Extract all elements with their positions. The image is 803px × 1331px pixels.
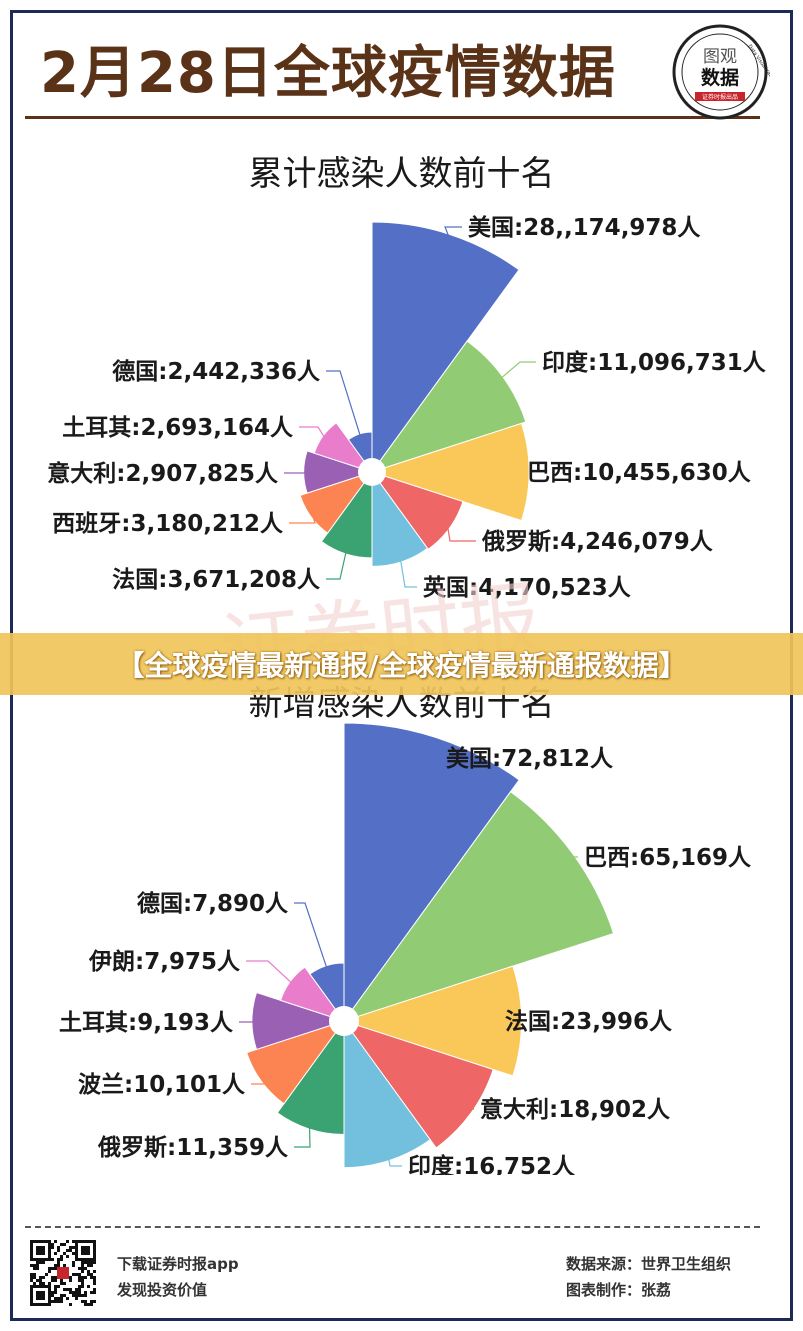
chart2-leader-0 <box>423 739 440 759</box>
chart1-title: 累计感染人数前十名 <box>248 154 555 194</box>
chart2-label-9: 德国:7,890人 <box>137 890 289 917</box>
chart2-label-6: 波兰:10,101人 <box>78 1071 246 1098</box>
logo-band: 证券时报出品 <box>702 93 738 101</box>
logo: 图观 数据 证券时报出品 Data Visualization <box>672 24 770 120</box>
logo-line1: 图观 <box>703 47 737 67</box>
chart1-label-0: 美国:28,,174,978人 <box>468 214 701 241</box>
chart2-leader-4 <box>388 1158 402 1167</box>
chart1-leader-4 <box>399 559 417 588</box>
chart2-leader-1 <box>559 854 578 858</box>
banner-text: 【全球疫情最新通报/全球疫情最新通报数据】 <box>116 649 687 682</box>
chart2-leader-7 <box>239 1020 266 1023</box>
footer-app: 下载证券时报app <box>117 1255 239 1273</box>
chart2-leader-8 <box>246 960 293 984</box>
chart1-slice-2 <box>370 422 530 522</box>
chart1-slice-0 <box>371 221 520 474</box>
headline-banner[interactable]: 【全球疫情最新通报/全球疫情最新通报数据】 <box>0 633 803 695</box>
chart1-leader-1 <box>500 361 536 379</box>
chart1-leader-5 <box>326 551 347 580</box>
chart2-label-0: 美国:72,812人 <box>446 745 614 772</box>
chart1-label-3: 俄罗斯:4,246,079人 <box>481 528 714 555</box>
chart2-label-4: 印度:16,752人 <box>408 1153 576 1175</box>
new-cases-rose-chart: 美国:72,812人巴西:65,169人法国:23,996人意大利:18,902… <box>59 722 752 1175</box>
chart1-leader-3 <box>447 526 476 542</box>
chart2-slice-6 <box>246 1020 346 1105</box>
chart1-leader-8 <box>299 426 325 438</box>
chart2-leader-9 <box>294 902 328 968</box>
page-title: 2月28日全球疫情数据 <box>40 41 616 106</box>
chart1-label-5: 法国:3,671,208人 <box>112 567 321 593</box>
chart1-leader-9 <box>326 370 361 437</box>
qr-code-icon[interactable] <box>30 1240 96 1306</box>
chart1-leader-7 <box>284 471 311 474</box>
chart2-label-5: 俄罗斯:11,359人 <box>97 1134 289 1161</box>
footer-slogan: 发现投资价值 <box>117 1281 208 1299</box>
chart2-leader-6 <box>251 1079 273 1085</box>
chart2-slice-2 <box>342 965 522 1077</box>
chart1-label-7: 意大利:2,907,825人 <box>47 460 279 487</box>
chart2-slice-1 <box>342 791 615 1022</box>
chart1-slice-3 <box>370 471 464 551</box>
chart2-center-hole <box>329 1006 359 1036</box>
chart1-leader-0 <box>444 226 462 237</box>
logo-line2: 数据 <box>701 66 739 89</box>
chart2-label-8: 伊朗:7,975人 <box>88 948 241 975</box>
chart1-center-hole <box>358 458 386 486</box>
chart2-slice-7 <box>251 991 346 1051</box>
chart1-slice-6 <box>299 471 374 534</box>
chart1-label-6: 西班牙:3,180,212人 <box>52 511 284 537</box>
chart2-label-3: 意大利:18,902人 <box>480 1096 671 1123</box>
footer-source: 数据来源：世界卫生组织 <box>566 1255 732 1273</box>
chart2-slice-5 <box>276 1019 345 1135</box>
chart1-slice-8 <box>313 422 374 473</box>
chart1-label-1: 印度:11,096,731人 <box>542 349 767 376</box>
chart1-leader-6 <box>289 515 316 524</box>
chart2-slice-0 <box>343 722 520 1023</box>
title-divider <box>25 116 760 119</box>
chart2-slice-3 <box>342 1020 494 1149</box>
chart2-label-1: 巴西:65,169人 <box>584 845 752 871</box>
footer-divider <box>25 1226 760 1228</box>
chart1-label-2: 巴西:10,455,630人 <box>527 460 752 486</box>
chart1-slice-7 <box>303 450 374 494</box>
chart2-label-7: 土耳其:9,193人 <box>59 1010 234 1036</box>
footer-author: 图表制作：张荔 <box>566 1281 672 1299</box>
cumulative-rose-chart: 美国:28,,174,978人印度:11,096,731人巴西:10,455,6… <box>47 214 767 601</box>
chart2-leader-3 <box>454 1108 474 1113</box>
chart1-label-9: 德国:2,442,336人 <box>112 358 321 385</box>
chart2-leader-5 <box>294 1127 311 1148</box>
chart1-label-8: 土耳其:2,693,164人 <box>62 415 294 441</box>
chart2-label-2: 法国:23,996人 <box>505 1009 673 1035</box>
chart1-label-4: 英国:4,170,523人 <box>423 574 632 601</box>
